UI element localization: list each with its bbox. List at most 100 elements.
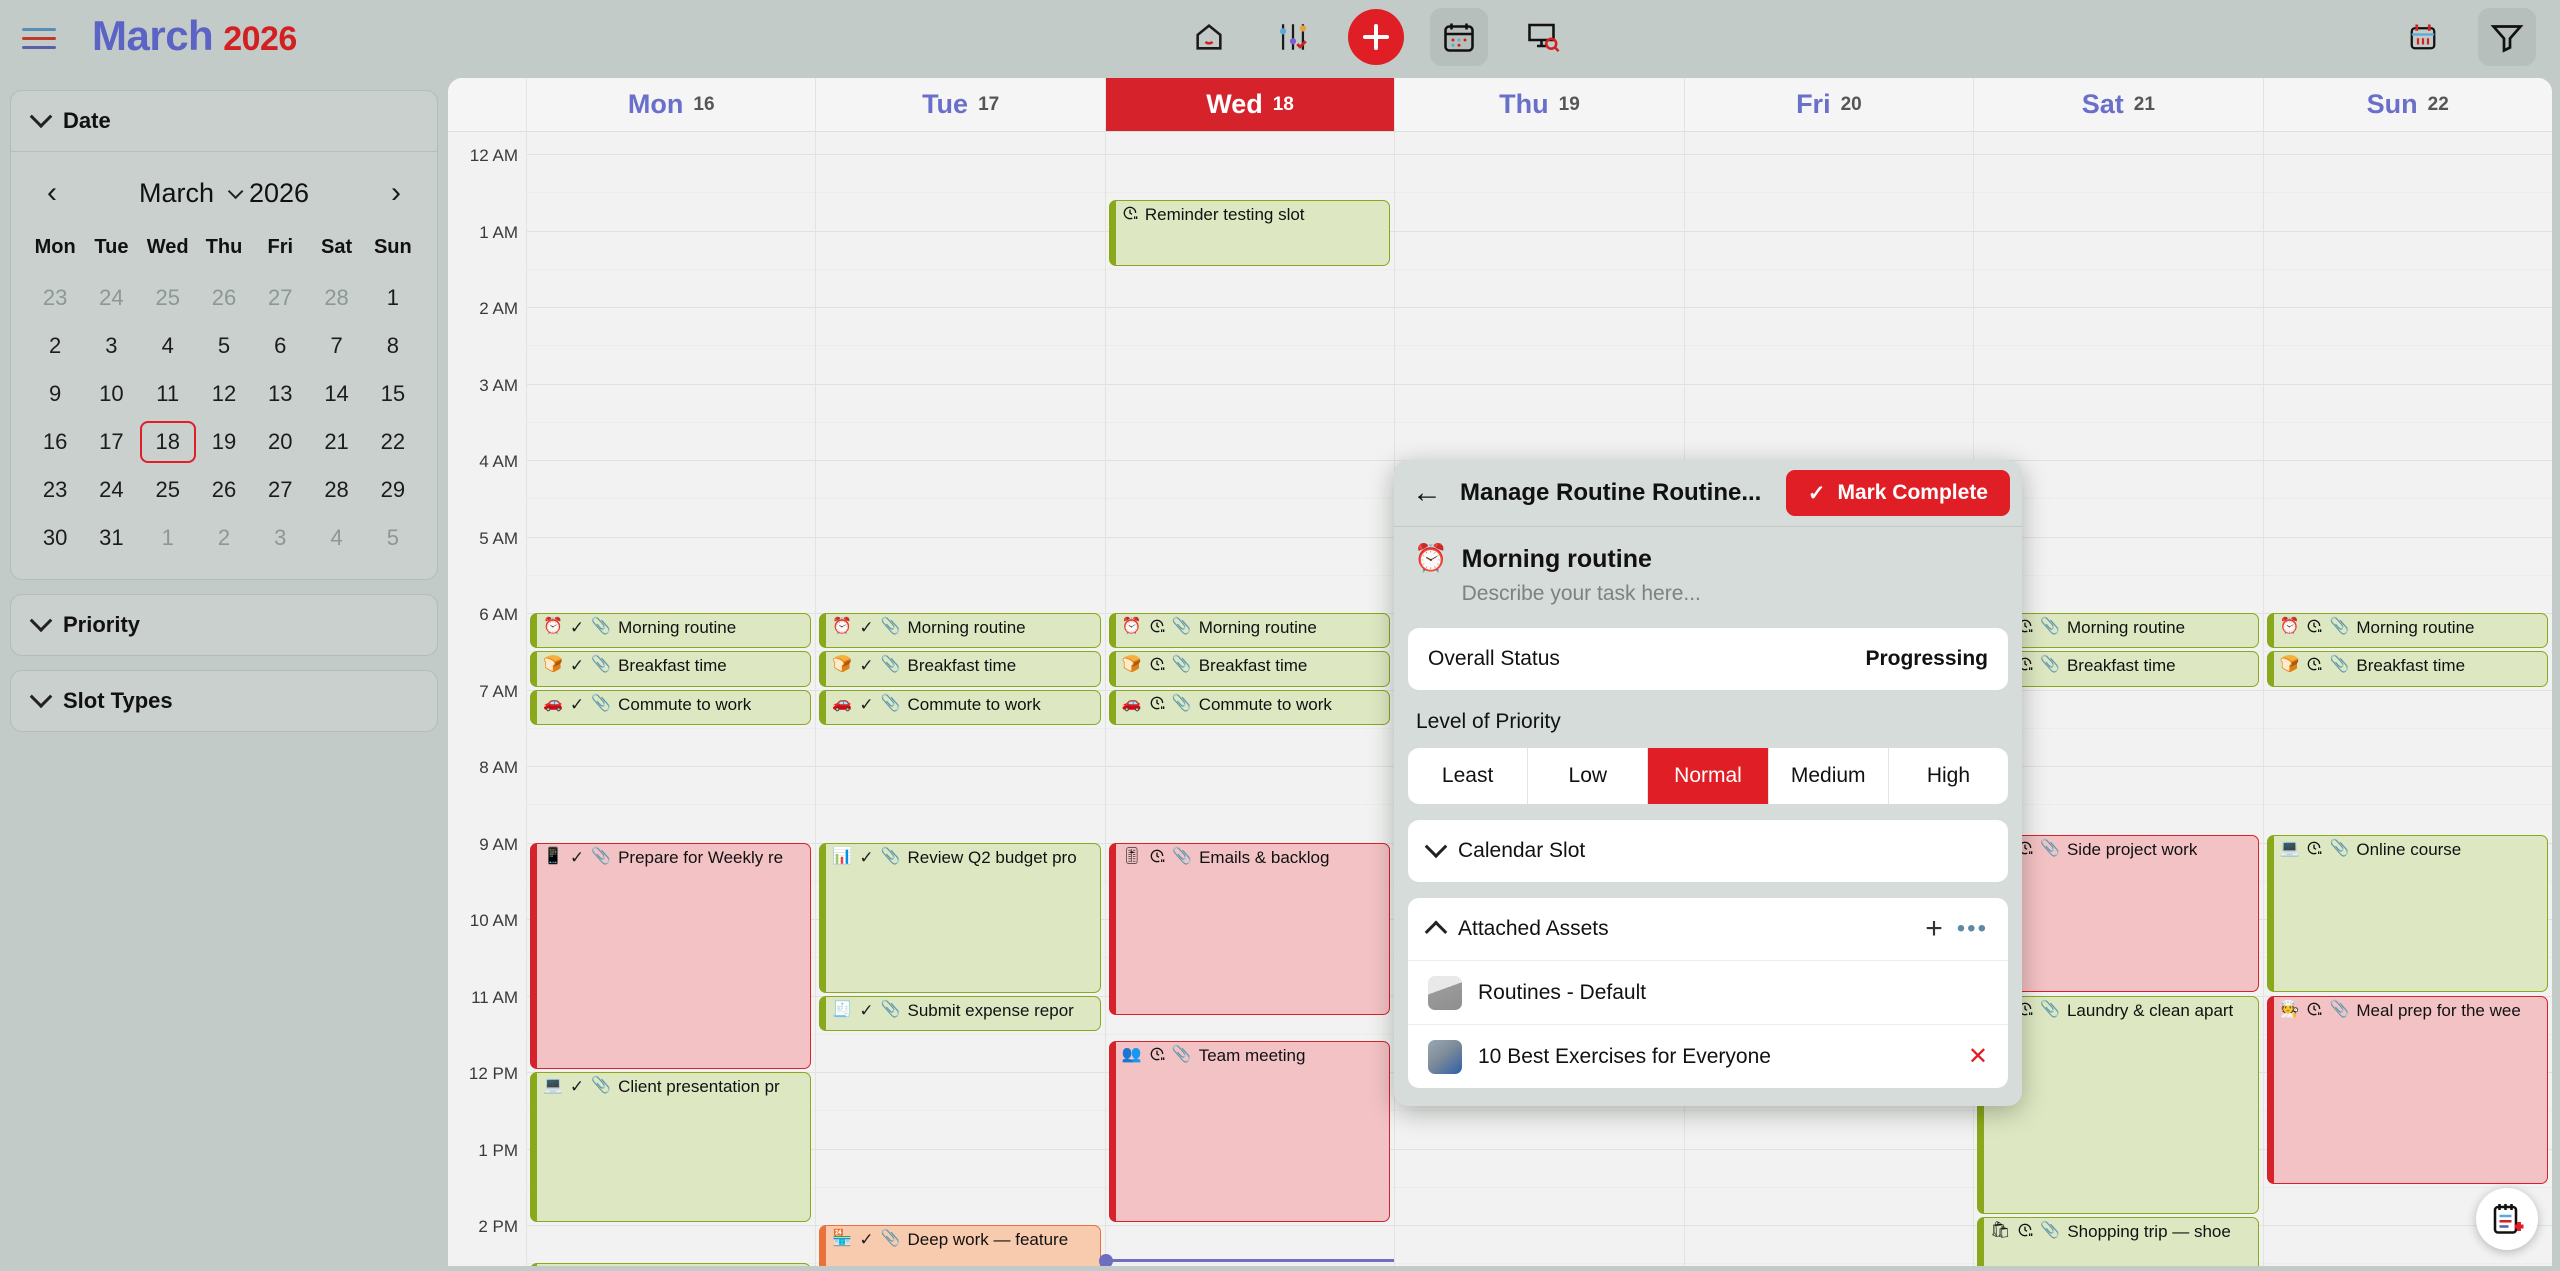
day-header-tue[interactable]: Tue 17 [815, 78, 1104, 131]
add-button[interactable] [1348, 9, 1404, 65]
calendar-icon[interactable] [1430, 8, 1488, 66]
mini-calendar-day[interactable]: 25 [155, 285, 180, 310]
calendar-event[interactable]: 🧾 ✓ 📎 Submit expense repor [819, 995, 1101, 1031]
calendar-event[interactable]: 🚗 📎 Commute to work [1108, 689, 1391, 725]
calendar-event[interactable]: 🧑‍🍳 📎 Meal prep for the wee [2266, 995, 2548, 1184]
mini-calendar-day[interactable]: 9 [49, 381, 62, 406]
mark-complete-button[interactable]: ✓ Mark Complete [1785, 470, 2010, 516]
calendar-event[interactable]: 🍞 ✓ 📎 Breakfast time [530, 651, 812, 687]
check-icon[interactable]: ✓ [569, 656, 585, 676]
mini-calendar-day[interactable]: 1 [386, 285, 399, 310]
day-column-mon[interactable]: ⏰ ✓ 📎 Morning routine 🍞 ✓ 📎 Breakfast time 🚗 ✓ 📎 Co… [526, 132, 816, 1266]
priority-option-low[interactable]: Low [1528, 748, 1649, 804]
calendar-event[interactable]: 💻📎Side project work [1977, 834, 2259, 993]
check-icon[interactable]: ✓ [859, 618, 874, 637]
mini-calendar-day[interactable]: 28 [324, 285, 349, 310]
task-name[interactable]: Morning routine [1461, 545, 1652, 573]
calendar-event[interactable]: 🚗 ✓ 📎 Commute to work [819, 689, 1101, 725]
calendar-event[interactable]: 🧴✓📎Approve payment run [530, 1263, 812, 1266]
mini-calendar-day[interactable]: 17 [99, 429, 124, 454]
mini-calendar-day[interactable]: 30 [42, 525, 68, 550]
mini-calendar-day[interactable]: 24 [99, 285, 124, 310]
calendar-event[interactable]: ⏰📎Morning routine [2266, 613, 2548, 649]
calendar-event[interactable]: 💻 📎 Online course [2266, 834, 2548, 993]
sliders-icon[interactable] [1264, 8, 1322, 66]
attached-assets-header[interactable]: Attached Assets + ••• [1408, 898, 2008, 960]
mini-calendar-day[interactable]: 4 [330, 525, 343, 550]
calendar-event[interactable]: 🏪 ✓ 📎 Deep work — feature [819, 1225, 1101, 1266]
day-column-tue[interactable]: ⏰ ✓ 📎 Morning routine 🍞 ✓ 📎 Breakfast time 🚗 ✓ 📎 Co… [815, 132, 1105, 1266]
calendar-event[interactable]: Reminder testing slot [1108, 199, 1391, 266]
priority-option-medium[interactable]: Medium [1769, 748, 1889, 804]
day-column-sun[interactable]: ⏰ 📎 Morning routine 🍞 📎 Breakfast time 💻 📎 Onlin… [2262, 132, 2552, 1266]
asset-item[interactable]: Routines - Default [1408, 960, 2008, 1024]
mini-calendar-year-select[interactable]: 2026 [227, 178, 309, 209]
task-description[interactable]: Describe your task here... [1461, 582, 1701, 605]
check-icon[interactable]: ✓ [859, 694, 874, 714]
calendar-event[interactable]: ⏰ ✓ 📎 Morning routine [819, 613, 1101, 649]
mini-calendar-day[interactable]: 26 [211, 285, 237, 310]
mini-calendar-day[interactable]: 14 [324, 381, 349, 406]
mini-calendar-month[interactable]: March [138, 177, 214, 208]
mini-calendar-day[interactable]: 25 [155, 477, 180, 502]
remove-asset-icon[interactable]: ✕ [1967, 1043, 1988, 1070]
calendar-event[interactable]: 🚗 ✓ 📎 Commute to work [530, 689, 812, 725]
calendar-event[interactable]: 🛍 📎 Shopping trip — shoe [1977, 1217, 2259, 1266]
mini-calendar-day[interactable]: 26 [211, 477, 237, 502]
calendar-event[interactable]: 👥 📎 Team meeting [1108, 1041, 1391, 1222]
mini-calendar-day[interactable]: 31 [99, 525, 124, 550]
check-icon[interactable]: ✓ [859, 1230, 874, 1249]
mini-calendar-day[interactable]: 11 [156, 381, 180, 406]
mini-calendar-day[interactable]: 7 [330, 333, 343, 358]
mini-calendar-day[interactable]: 2 [49, 333, 62, 358]
mini-calendar-day[interactable]: 24 [99, 477, 124, 502]
mini-calendar-day[interactable]: 20 [268, 429, 293, 454]
mini-calendar-day[interactable]: 3 [274, 525, 287, 550]
hamburger-icon[interactable] [22, 28, 66, 54]
sidebar-section-priority-header[interactable]: Priority [11, 595, 437, 655]
day-header-thu[interactable]: Thu 19 [1394, 78, 1683, 131]
mini-calendar-day[interactable]: 2 [217, 525, 231, 550]
back-arrow-icon[interactable]: ← [1412, 476, 1442, 509]
calendar-event[interactable]: ⏰📎Morning routine [1108, 613, 1391, 649]
day-header-wed[interactable]: Wed 18 [1104, 78, 1395, 131]
mini-calendar-day[interactable]: 23 [42, 477, 68, 502]
plus-icon[interactable]: + [1925, 912, 1943, 945]
priority-option-normal[interactable]: Normal [1648, 748, 1769, 804]
calendar-event[interactable]: 📊 ✓ 📎 Review Q2 budget pro [819, 842, 1101, 993]
calendar-event[interactable]: 🍞 📎 Breakfast time [1108, 651, 1391, 687]
more-icon[interactable]: ••• [1956, 915, 1988, 942]
home-icon[interactable] [1180, 8, 1238, 66]
check-icon[interactable]: ✓ [859, 1000, 874, 1020]
mini-calendar-day[interactable]: 5 [217, 333, 231, 358]
mini-calendar-day[interactable]: 4 [161, 333, 174, 358]
mini-calendar-day[interactable]: 29 [380, 477, 406, 502]
mini-calendar-day[interactable]: 19 [211, 429, 237, 454]
sidebar-section-date-header[interactable]: Date [11, 91, 437, 151]
monitor-search-icon[interactable] [1514, 8, 1572, 66]
mini-calendar-day[interactable]: 8 [386, 333, 399, 358]
mini-calendar-day[interactable]: 10 [99, 381, 124, 406]
funnel-icon[interactable] [2478, 8, 2536, 66]
calendar-event[interactable]: 🍞 ✓ 📎 Breakfast time [819, 651, 1101, 687]
mini-calendar-day[interactable]: 22 [380, 429, 406, 454]
mini-calendar-day[interactable]: 3 [105, 333, 118, 358]
check-icon[interactable]: ✓ [569, 694, 585, 714]
day-header-sat[interactable]: Sat 21 [1973, 78, 2262, 131]
mini-calendar-day[interactable]: 28 [324, 477, 349, 502]
mini-calendar-day[interactable]: 1 [161, 525, 174, 550]
mini-calendar-day[interactable]: 27 [268, 285, 293, 310]
day-header-mon[interactable]: Mon 16 [526, 78, 815, 131]
check-icon[interactable]: ✓ [859, 847, 874, 867]
calendar-event[interactable]: 🎚 📎 Emails & backlog [1108, 842, 1391, 1016]
mini-calendar-day[interactable]: 16 [42, 429, 68, 454]
mini-calendar-day[interactable]: 13 [268, 381, 293, 406]
day-column-wed[interactable]: Reminder testing slot ⏰ 📎 Morning routine 🍞 📎… [1098, 132, 1395, 1266]
calendar-event[interactable]: 🍞 📎 Breakfast time [2266, 651, 2548, 687]
prev-month-button[interactable]: ‹ [47, 176, 57, 209]
calendar-event[interactable]: ⏰📎Morning routine [1977, 613, 2259, 649]
calendar-event[interactable]: ⏰ ✓ 📎 Morning routine [530, 613, 812, 649]
asset-item[interactable]: 10 Best Exercises for Everyone ✕ [1408, 1024, 2008, 1088]
mini-calendar-day[interactable]: 15 [380, 381, 406, 406]
mini-calendar-day-selected[interactable]: 18 [139, 421, 196, 463]
